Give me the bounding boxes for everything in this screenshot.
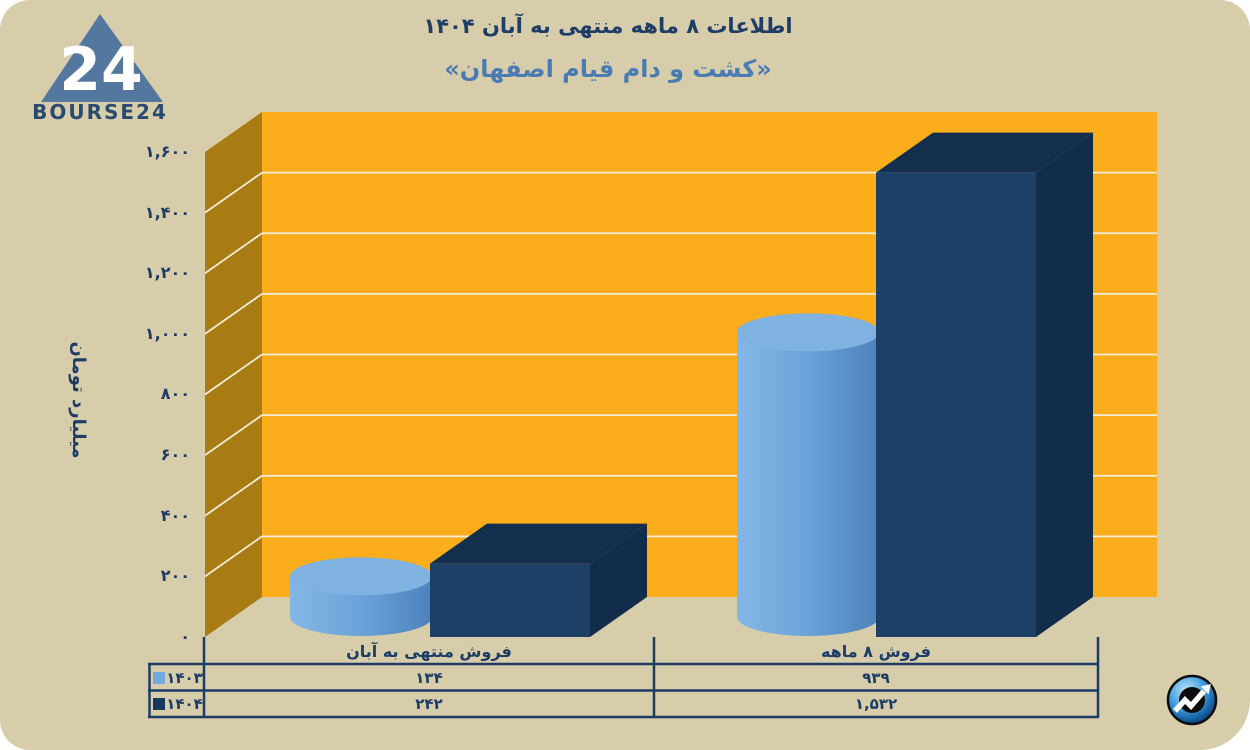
gridline-sidewall bbox=[204, 232, 263, 274]
gridline-sidewall bbox=[204, 353, 263, 396]
legend-item-1403: ۱۴۰۳ bbox=[150, 665, 204, 691]
value-1404-cat0: ۲۴۲ bbox=[415, 695, 443, 713]
legend-swatch-1404-icon bbox=[153, 698, 165, 710]
legend-label-1404: ۱۴۰۴ bbox=[166, 695, 203, 713]
y-tick-200: ۲۰۰ bbox=[160, 566, 190, 585]
category-label-1: فروش ۸ ماهه bbox=[820, 642, 932, 661]
y-tick-400: ۴۰۰ bbox=[160, 506, 190, 525]
value-1403-cat0: ۱۳۴ bbox=[415, 669, 443, 687]
gridline-sidewall bbox=[204, 171, 263, 214]
bar-cylinder-top-1403-cat1 bbox=[737, 313, 879, 352]
bar-box-top-1404-cat0 bbox=[430, 523, 647, 564]
gridline-sidewall bbox=[204, 475, 263, 517]
value-1403-cat1: ۹۳۹ bbox=[862, 669, 890, 687]
y-tick-1600: ۱,۶۰۰ bbox=[144, 142, 190, 161]
y-tick-0: ۰ bbox=[180, 627, 190, 646]
bar-box-front-1404-cat0 bbox=[430, 563, 590, 637]
logo-wordmark: BOURSE24 bbox=[32, 100, 168, 124]
y-tick-1000: ۱,۰۰۰ bbox=[144, 324, 190, 343]
chart-title: اطلاعات ۸ ماهه منتهی به آبان ۱۴۰۴ bbox=[423, 14, 793, 38]
y-tick-1200: ۱,۲۰۰ bbox=[144, 263, 190, 282]
data-table-grid bbox=[148, 637, 1100, 719]
gridline-sidewall bbox=[204, 535, 263, 578]
gridline-sidewall bbox=[204, 414, 263, 456]
bar-cylinder-top-1403-cat0 bbox=[290, 557, 432, 596]
bar-box-side-1404-cat1 bbox=[1036, 132, 1093, 638]
y-tick-800: ۸۰۰ bbox=[160, 384, 190, 403]
bar-cylinder-1403-cat1 bbox=[737, 332, 879, 636]
bourse24-arrow-logo-icon bbox=[1166, 674, 1218, 726]
chart-subtitle: «کشت و دام قیام اصفهان» bbox=[444, 55, 772, 83]
bar-box-front-1404-cat1 bbox=[876, 172, 1036, 638]
y-tick-1400: ۱,۴۰۰ bbox=[144, 203, 190, 222]
logo-mark: 24 bbox=[59, 35, 143, 105]
category-label-0: فروش منتهی به آبان bbox=[346, 642, 512, 661]
legend-swatch-1403-icon bbox=[153, 672, 165, 684]
legend-label-1403: ۱۴۰۳ bbox=[166, 669, 203, 687]
bourse24-logo-icon: 24 bbox=[41, 14, 163, 105]
logo-triangle bbox=[41, 14, 163, 102]
bar-box-top-1404-cat1 bbox=[876, 132, 1093, 173]
y-tick-600: ۶۰۰ bbox=[160, 445, 190, 464]
legend-item-1404: ۱۴۰۴ bbox=[150, 691, 204, 717]
bar-box-side-1404-cat0 bbox=[590, 523, 647, 637]
gridline-sidewall bbox=[204, 293, 263, 335]
value-1404-cat1: ۱,۵۳۲ bbox=[854, 695, 898, 713]
